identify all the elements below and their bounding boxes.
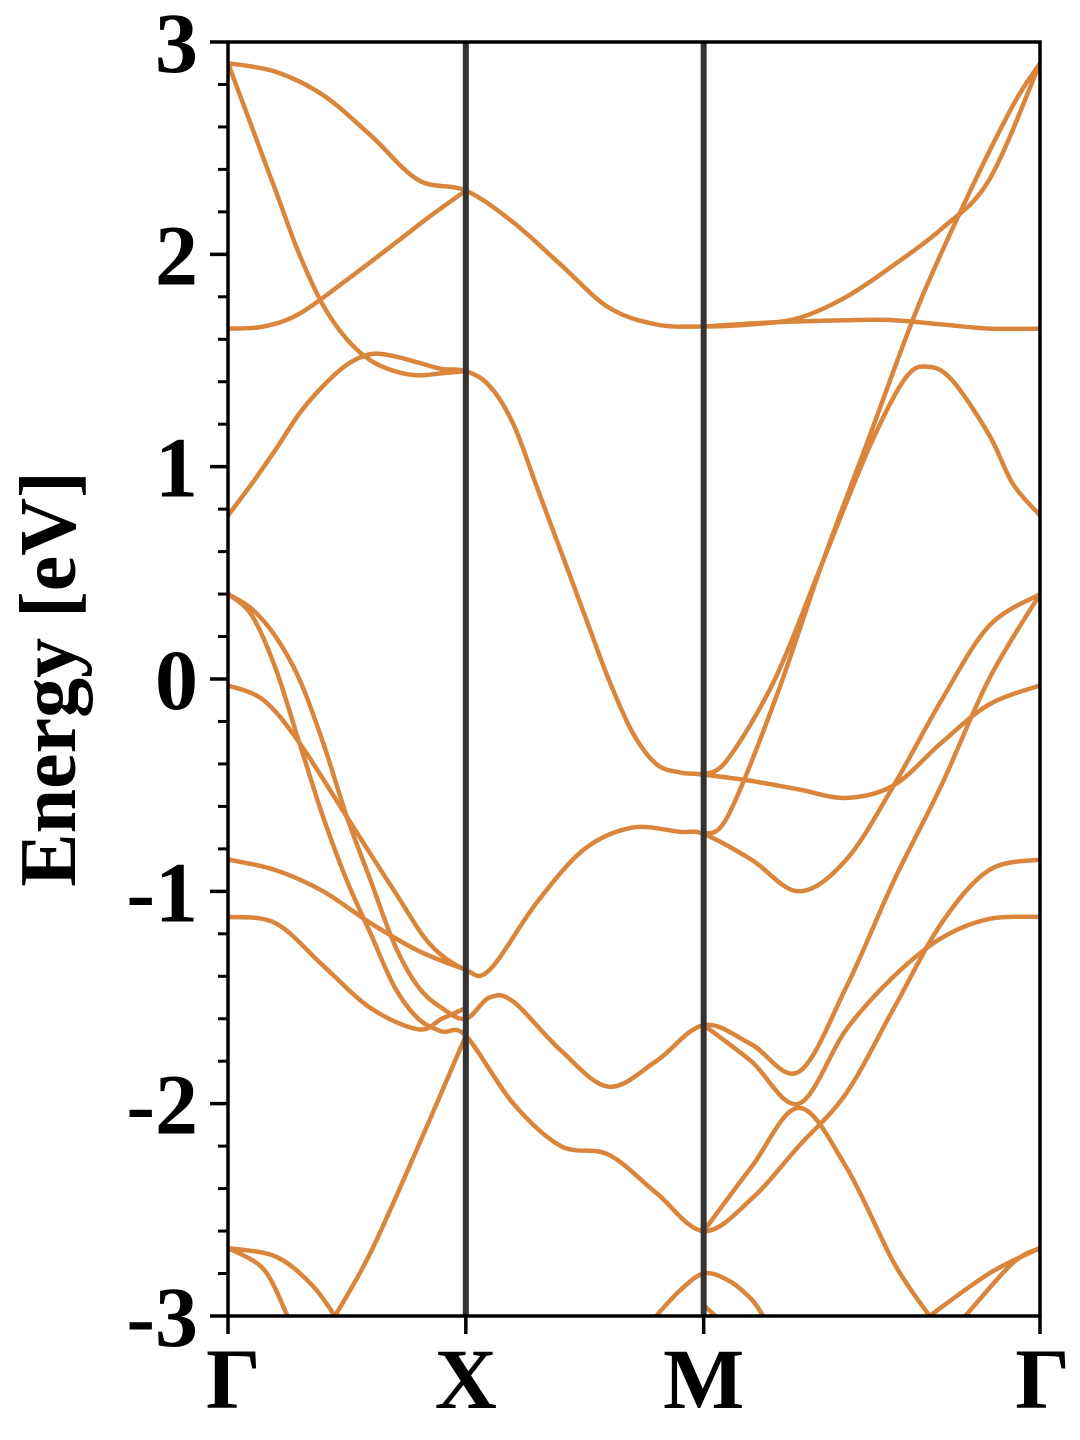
y-tick-label: 3 [155,0,198,91]
x-tick-label: M [663,1331,744,1427]
band-line-3 [701,317,1040,332]
band-line-21 [963,1245,1040,1316]
x-tick-label: Γ [1015,1331,1070,1427]
band-line-16 [228,1245,338,1316]
y-tick-label: 2 [155,207,198,303]
y-tick-label: -1 [126,844,198,940]
band-line-8 [228,591,1040,1234]
band-line-10 [228,591,1040,979]
band-line-18 [653,1270,766,1316]
band-line-4 [228,60,469,378]
y-tick-label: -3 [126,1269,198,1365]
band-line-7 [701,60,1040,837]
y-axis-title: Energy [eV] [5,471,93,886]
band-line-15 [701,1105,932,1316]
band-line-11 [228,857,469,973]
x-tick-label: X [435,1331,497,1427]
band-line-9 [228,591,1040,1089]
y-tick-label: 0 [155,632,198,728]
band-line-6 [701,364,1040,777]
band-line-17 [228,1245,290,1316]
high-symmetry-lines [462,42,707,1316]
band-line-12 [228,914,469,1032]
band-line-13 [701,914,1040,1107]
band-line-20 [927,1245,1040,1316]
y-axis-ticks: -3 -2 -1 0 1 2 3 [126,0,228,1365]
y-tick-label: 1 [155,420,198,516]
band-line-5 [228,351,1040,801]
band-lines [228,60,1040,1316]
band-line-2 [228,188,469,331]
plot-frame [226,40,1042,1318]
band-line-1 [228,60,1040,329]
x-tick-label: Γ [206,1331,261,1427]
band-line-14 [332,1033,469,1316]
y-tick-label: -2 [126,1057,198,1153]
